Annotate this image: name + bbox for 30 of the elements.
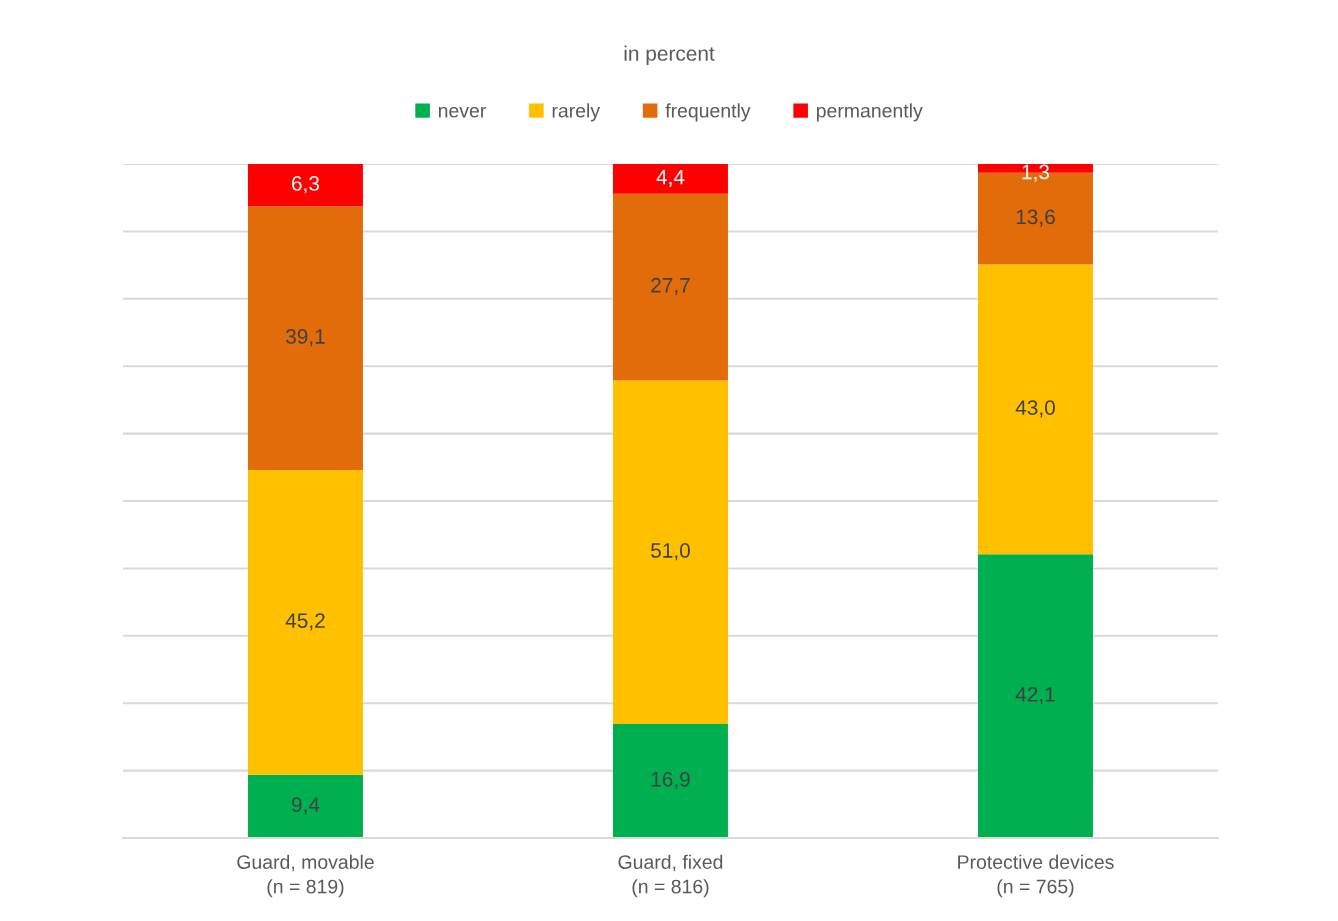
- data-label: 6,3: [292, 176, 320, 194]
- bar: [247, 206, 363, 471]
- data-label: 39,1: [285, 329, 325, 347]
- data-label: 45,2: [285, 613, 325, 631]
- data-label: 27,7: [651, 277, 690, 296]
- data-label: 16,9: [651, 771, 690, 790]
- data-label: 13,6: [1016, 209, 1055, 227]
- bar: [247, 164, 363, 207]
- data-label: 51,0: [651, 543, 690, 561]
- data-label: 42,1: [1015, 686, 1055, 705]
- bar: [977, 264, 1093, 555]
- chart-title: in percent: [624, 45, 715, 65]
- data-label: 1,3: [1022, 164, 1050, 182]
- legend-label: rarely: [552, 103, 601, 122]
- x-tick-label: Protective devices (n = 765): [958, 854, 1114, 898]
- bar: [612, 164, 728, 194]
- bar: [612, 380, 728, 725]
- x-tick-label: Guard, fixed (n = 816): [618, 854, 723, 898]
- bar: [977, 554, 1093, 839]
- legend-label: never: [438, 106, 486, 118]
- bar: [612, 724, 728, 839]
- bar: [247, 470, 363, 775]
- data-label: 4,4: [656, 169, 685, 187]
- bar: [612, 193, 728, 381]
- data-label: 43,0: [1015, 400, 1055, 418]
- bar: [247, 774, 363, 839]
- legend-label: permanently: [816, 103, 923, 122]
- data-label: 9,4: [291, 797, 320, 815]
- x-tick-label: Guard, movable (n = 819): [237, 854, 374, 898]
- legend-label: frequently: [665, 103, 751, 122]
